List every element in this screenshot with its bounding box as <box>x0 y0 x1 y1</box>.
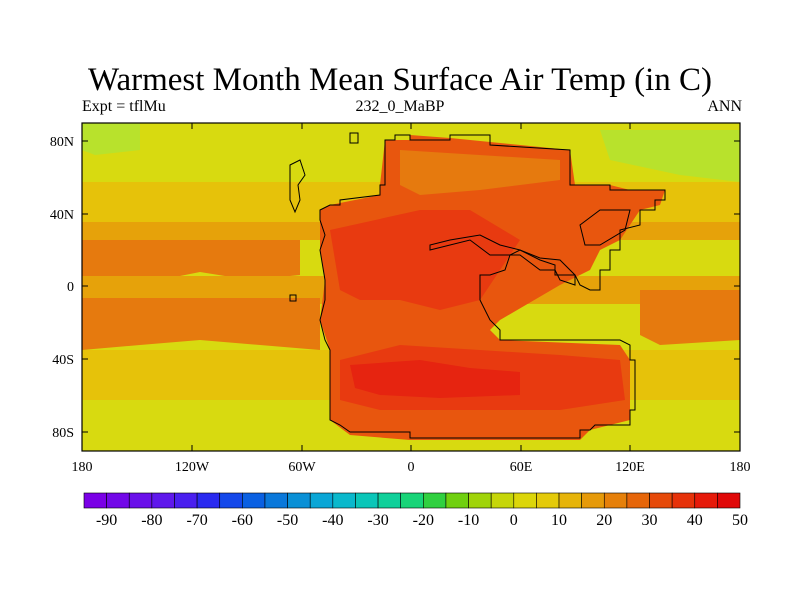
inland-sea-outline <box>429 234 576 286</box>
colorbar-label: -40 <box>322 512 343 529</box>
colorbar-label: 20 <box>596 512 612 529</box>
x-tick-label: 120W <box>175 460 210 475</box>
colorbar-swatch <box>309 492 334 509</box>
x-tick-label: 120E <box>615 460 645 475</box>
colorbar-label: 40 <box>687 512 703 529</box>
colorbar-label: 30 <box>642 512 658 529</box>
y-tick-label: 40N <box>50 208 74 223</box>
field-cold-nw <box>82 123 140 155</box>
colorbar-swatch <box>536 492 560 509</box>
colorbar-swatch <box>581 492 605 509</box>
colorbar-swatch <box>445 492 469 509</box>
colorbar-label: -30 <box>367 512 388 529</box>
colorbar-label: -50 <box>277 512 298 529</box>
colorbar-label: -20 <box>413 512 434 529</box>
tick-marks <box>82 123 740 451</box>
colorbar-label: 50 <box>732 512 748 529</box>
x-tick-label: 60W <box>288 460 316 475</box>
colorbar-swatch <box>106 492 130 509</box>
age-label: 232_0_MaBP <box>355 98 445 115</box>
colorbar-swatch <box>626 492 650 509</box>
map-title: Warmest Month Mean Surface Air Temp (in … <box>87 62 713 98</box>
period-label: ANN <box>707 98 742 115</box>
x-tick-label: 180 <box>730 460 751 475</box>
colorbar-swatch <box>287 492 311 509</box>
colorbar-label: -60 <box>232 512 253 529</box>
x-tick-label: 0 <box>408 460 415 475</box>
y-tick-label: 0 <box>67 280 74 295</box>
colorbar-swatch <box>196 492 221 509</box>
y-tick-label: 80N <box>50 135 74 150</box>
field-cold-ne <box>600 130 740 182</box>
colorbar-labels: -90 -80 -70 -60 -50 -40 -30 -20 -10 0 10 20 30 40 50 <box>96 512 748 529</box>
y-tick-label: 80S <box>52 426 74 441</box>
colorbar-label: -10 <box>458 512 479 529</box>
island-outline-e <box>579 209 631 246</box>
colorbar-swatch <box>400 492 424 509</box>
colorbar-swatch <box>332 492 356 509</box>
colorbar-swatch <box>377 492 401 509</box>
field-band-e <box>640 290 740 345</box>
colorbar-swatch <box>490 492 515 509</box>
colorbar-swatch <box>83 492 107 509</box>
continent-hot-core <box>350 360 520 398</box>
colorbar-swatch <box>355 492 379 509</box>
colorbar-swatch <box>468 492 492 509</box>
colorbar-swatch <box>649 492 673 509</box>
islet-outline <box>289 294 297 302</box>
field-band-tropic-n <box>82 240 300 282</box>
x-tick-label: 180 <box>72 460 93 475</box>
colorbar-swatch <box>694 492 718 509</box>
colorbar-swatch <box>558 492 582 509</box>
continent-interior <box>330 210 520 310</box>
colorbar-swatch <box>242 492 266 509</box>
colorbar-swatch <box>423 492 447 509</box>
y-tick-label: 40S <box>52 353 74 368</box>
colorbar <box>83 492 741 509</box>
island-outline-w <box>289 159 306 214</box>
x-tick-label: 60E <box>510 460 533 475</box>
colorbar-swatch <box>219 492 243 509</box>
colorbar-swatch <box>513 492 537 509</box>
colorbar-label: -90 <box>96 512 117 529</box>
colorbar-label: -70 <box>186 512 207 529</box>
experiment-label: Expt = tflMu <box>82 98 166 115</box>
colorbar-label: 0 <box>510 512 518 529</box>
islet-outline-n <box>349 132 359 144</box>
colorbar-label: -80 <box>141 512 162 529</box>
colorbar-swatch <box>174 492 198 509</box>
colorbar-swatch <box>264 492 288 509</box>
colorbar-swatch <box>128 492 153 509</box>
colorbar-swatch <box>671 492 696 509</box>
colorbar-swatch <box>603 492 628 509</box>
colorbar-swatch <box>717 492 741 509</box>
map-field <box>82 123 740 451</box>
continent-north-band <box>400 150 560 195</box>
colorbar-swatch <box>151 492 175 509</box>
field-band-tropic-s <box>82 298 320 350</box>
colorbar-label: 10 <box>551 512 567 529</box>
